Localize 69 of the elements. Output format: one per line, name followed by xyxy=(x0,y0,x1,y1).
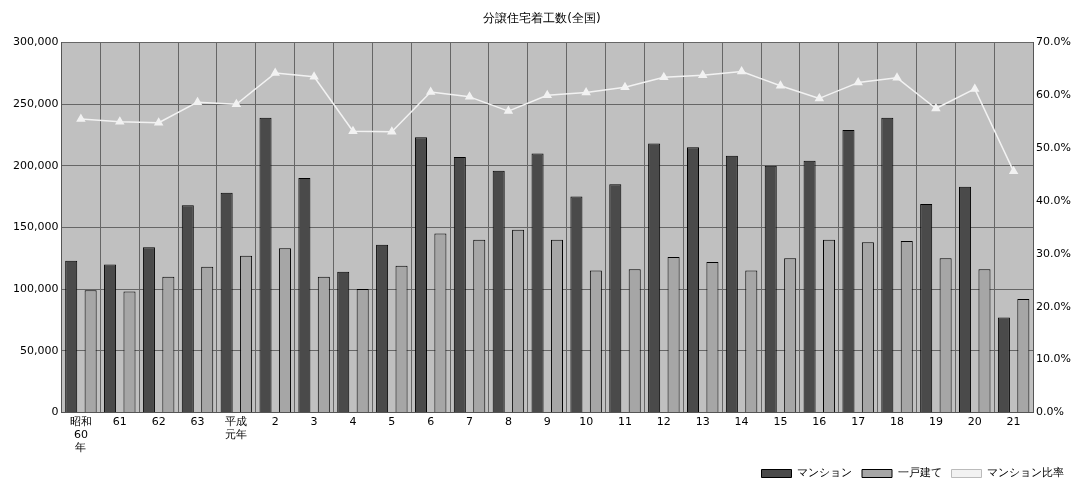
y-tick-label: 300,000 xyxy=(12,35,59,49)
x-tick-label: 19 xyxy=(928,414,943,428)
y2-tick-label: 70.0% xyxy=(1036,35,1072,49)
point xyxy=(504,106,513,114)
x-tick-label: 10 xyxy=(579,414,594,428)
y-tick-label: 200,000 xyxy=(12,158,59,172)
y-tick-label: 0 xyxy=(51,405,59,419)
point xyxy=(931,103,941,112)
x-tick-label: 2 xyxy=(271,414,279,428)
x-tick-label: 6 xyxy=(427,414,435,428)
chart-title: 分譲住宅着工数(全国) xyxy=(483,11,601,26)
point xyxy=(387,126,397,135)
point xyxy=(465,92,474,100)
x-tick-label: 8 xyxy=(504,414,512,428)
point xyxy=(115,116,124,125)
x-tick-label: 17 xyxy=(851,414,866,428)
point xyxy=(1009,166,1018,175)
x-tick-label: 5 xyxy=(388,414,396,428)
y2-tick-label: 40.0% xyxy=(1036,193,1072,207)
point xyxy=(659,72,669,81)
x-tick-label: 平成元年 xyxy=(225,414,248,442)
x-tick-label: 3 xyxy=(310,414,318,428)
point xyxy=(271,68,280,76)
point xyxy=(776,80,785,89)
x-tick-label: 4 xyxy=(349,414,357,428)
x-tick-label: 11 xyxy=(618,414,632,428)
x-tick-label: 63 xyxy=(190,414,205,428)
legend-label: マンション比率 xyxy=(987,466,1064,480)
point xyxy=(76,114,86,122)
y2-tick-label: 50.0% xyxy=(1036,140,1072,154)
point xyxy=(309,72,319,80)
point xyxy=(193,97,202,105)
point xyxy=(970,84,979,92)
legend-label: マンション xyxy=(797,466,852,480)
y-tick-label: 50,000 xyxy=(19,343,59,357)
point xyxy=(853,77,863,86)
y2-tick-label: 60.0% xyxy=(1036,88,1072,102)
point xyxy=(348,126,358,134)
legend-label: 一戸建て xyxy=(897,466,942,480)
point xyxy=(543,90,552,99)
x-tick-label: 20 xyxy=(967,414,982,428)
point xyxy=(620,82,630,91)
point xyxy=(698,70,707,78)
x-tick-label: 18 xyxy=(890,414,905,428)
y-tick-label: 150,000 xyxy=(12,220,59,234)
point xyxy=(426,87,435,95)
x-tick-label: 昭和60年 xyxy=(69,414,92,455)
x-tick-label: 13 xyxy=(695,414,710,428)
point xyxy=(815,93,824,102)
x-tick-label: 7 xyxy=(466,414,474,428)
point xyxy=(892,73,902,81)
x-tick-label: 61 xyxy=(112,414,127,428)
x-tick-label: 12 xyxy=(656,414,671,428)
point xyxy=(581,87,591,96)
point xyxy=(737,66,746,75)
point xyxy=(232,99,241,107)
y2-tick-label: 10.0% xyxy=(1036,352,1072,366)
x-tick-label: 21 xyxy=(1006,414,1021,428)
y2-tick-label: 20.0% xyxy=(1036,299,1072,313)
y-tick-label: 250,000 xyxy=(12,96,59,110)
point xyxy=(154,117,163,126)
x-tick-label: 16 xyxy=(812,414,827,428)
y2-tick-label: 0.0% xyxy=(1036,405,1065,419)
y-tick-label: 100,000 xyxy=(12,281,59,295)
y2-tick-label: 30.0% xyxy=(1036,246,1072,260)
x-tick-label: 62 xyxy=(151,414,166,428)
x-tick-label: 15 xyxy=(773,414,788,428)
x-tick-label: 9 xyxy=(543,414,551,428)
x-tick-label: 14 xyxy=(734,414,749,428)
